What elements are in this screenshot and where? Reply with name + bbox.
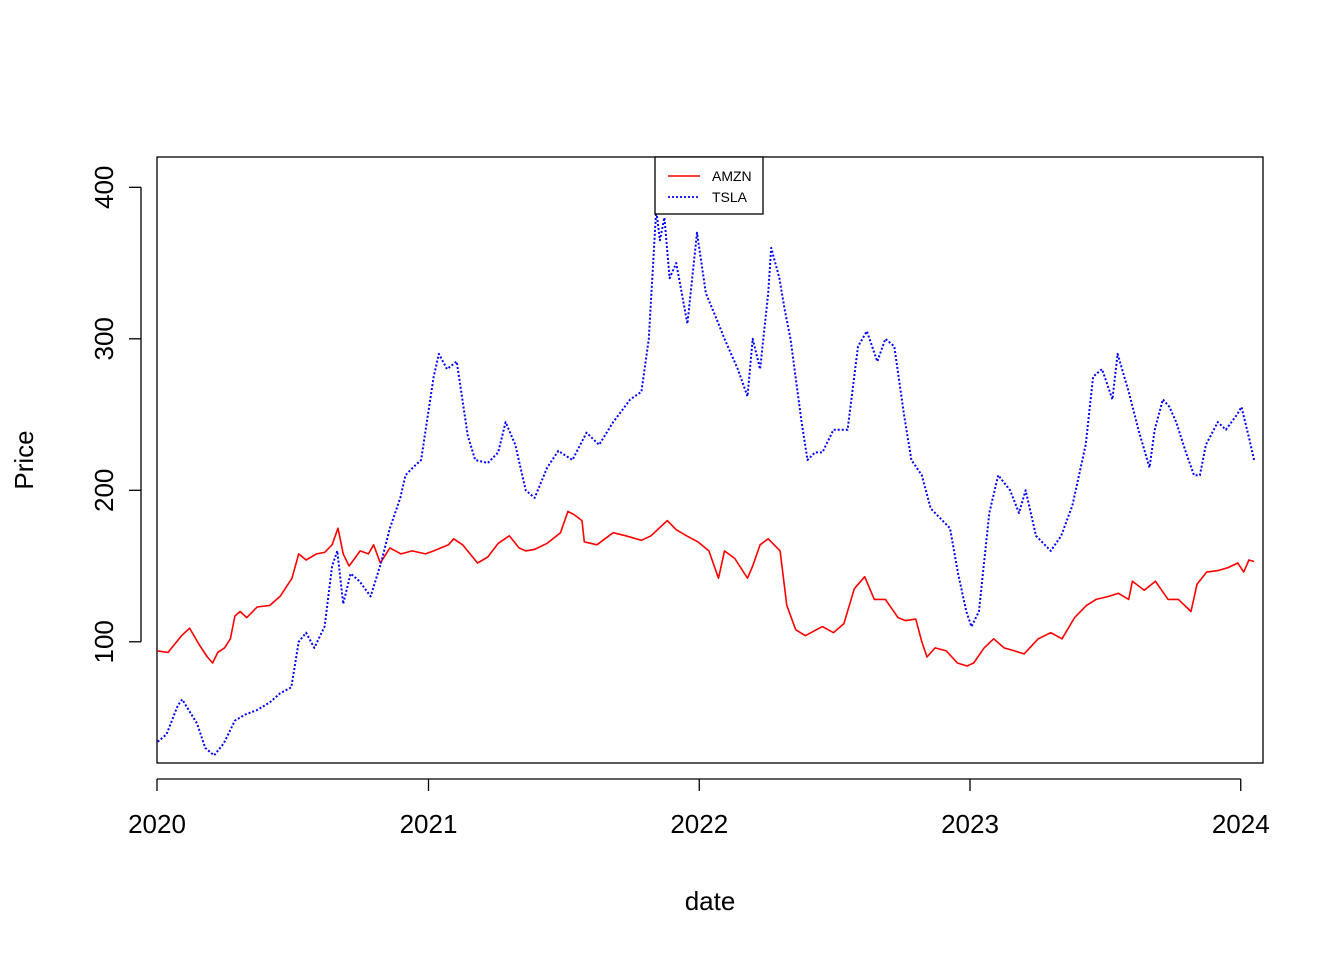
y-tick-label: 200: [89, 469, 119, 512]
series-layer: [157, 209, 1256, 757]
y-tick-label: 300: [89, 317, 119, 360]
y-axis-label: Price: [9, 430, 39, 489]
plot-frame: [156, 156, 1264, 764]
legend-label-tsla: TSLA: [712, 189, 748, 205]
x-tick-label: 2023: [941, 809, 999, 839]
y-tick-label: 400: [89, 166, 119, 209]
x-tick-label: 2021: [400, 809, 458, 839]
plot-border: [156, 156, 1264, 764]
x-tick-label: 2020: [128, 809, 186, 839]
legend-label-amzn: AMZN: [712, 168, 752, 184]
legend-box: [654, 156, 764, 215]
x-axis-label: date: [685, 886, 736, 916]
y-tick-label: 100: [89, 620, 119, 663]
legend: AMZN TSLA: [654, 156, 764, 215]
series-line-tsla: [157, 209, 1256, 757]
x-tick-label: 2024: [1212, 809, 1270, 839]
x-axis: 2020 2021 2022 2023 2024: [128, 778, 1270, 839]
y-axis: 100 200 300 400: [89, 166, 142, 663]
series-line-amzn: [157, 510, 1255, 667]
x-tick-label: 2022: [670, 809, 728, 839]
